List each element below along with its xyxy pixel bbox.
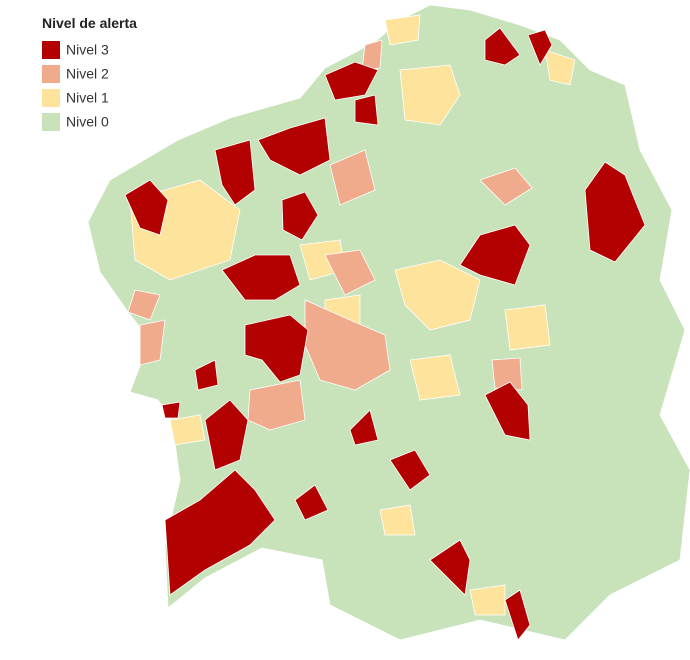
legend-label: Nivel 0 (66, 114, 109, 130)
legend-title: Nivel de alerta (42, 15, 137, 31)
level-2-areas (127, 39, 533, 431)
legend-swatch (42, 65, 60, 83)
legend-label: Nivel 3 (66, 42, 109, 58)
legend: Nivel 3 Nivel 2 Nivel 1 Nivel 0 (42, 41, 109, 131)
legend-label: Nivel 2 (66, 66, 109, 82)
legend-label: Nivel 1 (66, 90, 109, 106)
legend-swatch (42, 41, 60, 59)
level-3-areas (124, 27, 646, 641)
legend-swatch (42, 113, 60, 131)
legend-swatch (42, 89, 60, 107)
